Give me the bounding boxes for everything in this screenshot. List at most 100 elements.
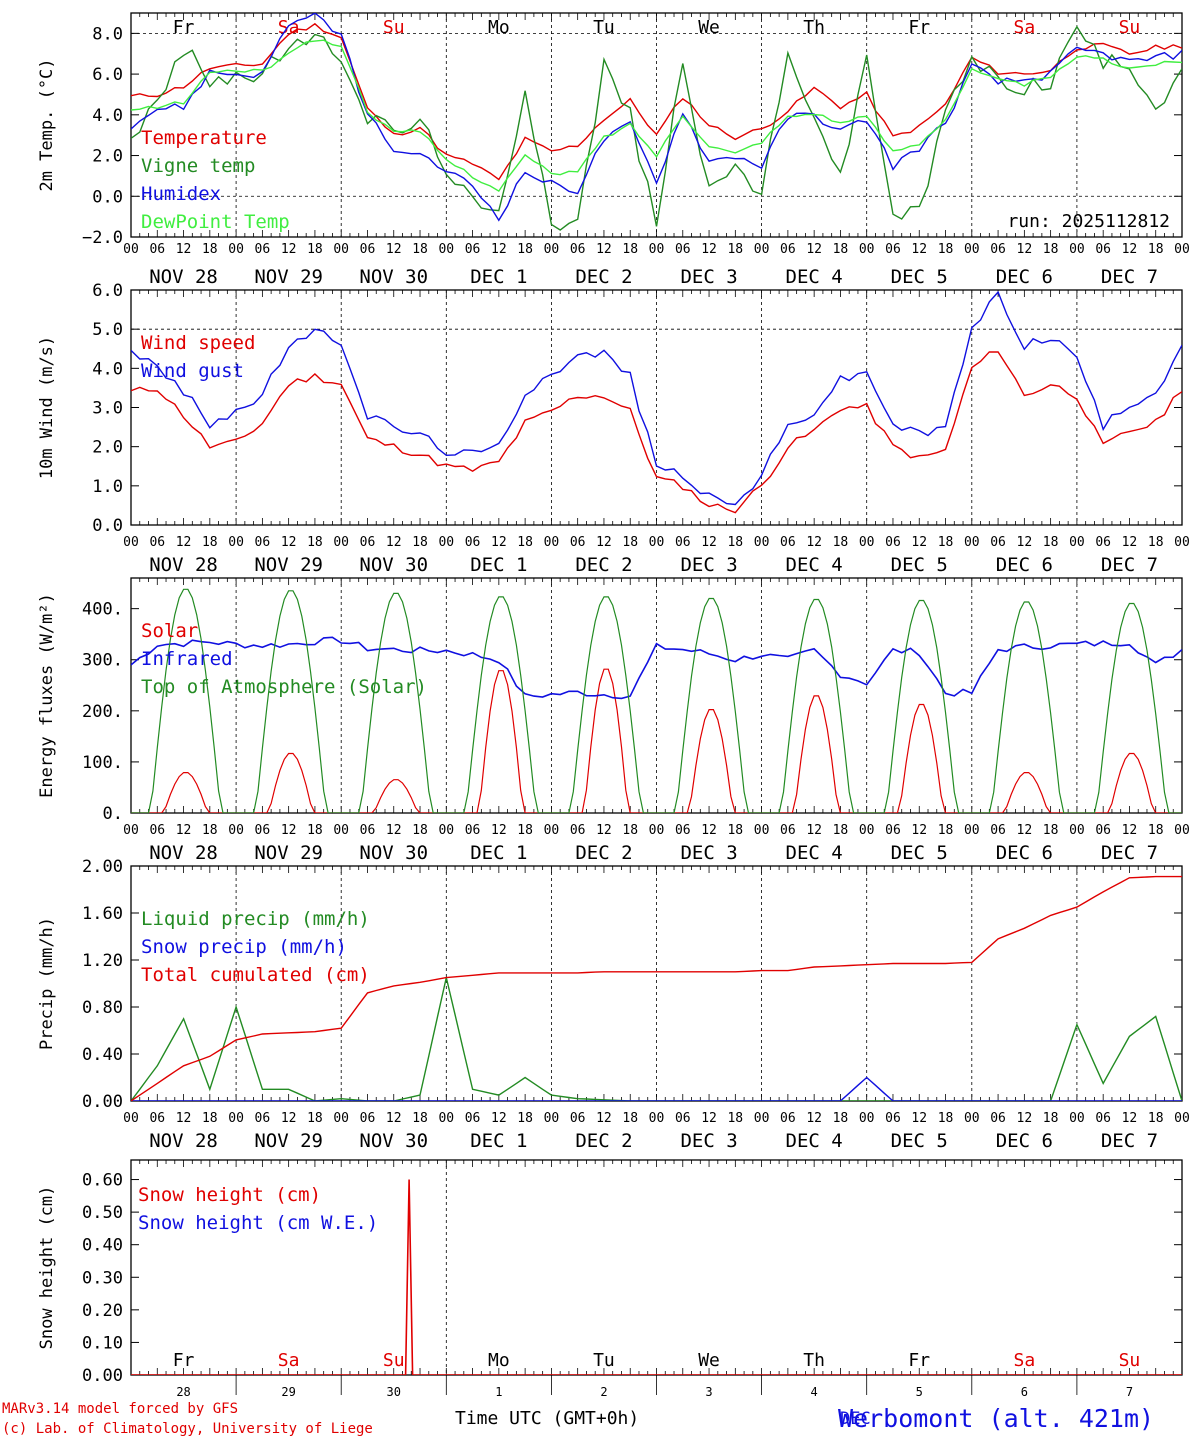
weekday-label: Fr (173, 1350, 195, 1371)
series-total-cumulated-cm- (131, 875, 1182, 1101)
x-hour-label: 12 (1122, 535, 1138, 550)
x-date-label: DEC 5 (891, 554, 948, 576)
x-date-label: NOV 30 (359, 842, 428, 864)
x-hour-label: 12 (176, 823, 192, 838)
x-date-label: DEC 1 (470, 554, 527, 576)
x-hour-label: 06 (360, 1111, 376, 1126)
y-tick-label: 1.20 (82, 951, 123, 971)
weekday-label: We (698, 17, 720, 38)
x-hour-label: 18 (938, 535, 954, 550)
y-tick-label: 2.00 (82, 857, 123, 877)
x-hour-label: 00 (123, 823, 139, 838)
weekday-label: Mo (488, 1350, 510, 1371)
x-date-label: DEC 2 (575, 554, 632, 576)
x-hour-label: 12 (1017, 535, 1033, 550)
x-hour-label: 00 (438, 1111, 454, 1126)
lab-credit: (c) Lab. of Climatology, University of L… (2, 1421, 373, 1437)
weekday-label: Sa (1014, 1350, 1036, 1371)
x-hour-label: 18 (1043, 823, 1059, 838)
x-hour-label: 00 (438, 823, 454, 838)
series-solar (131, 668, 1182, 813)
x-hour-label: 18 (1043, 242, 1059, 257)
x-hour-label: 12 (701, 1111, 717, 1126)
x-date-label: DEC 6 (996, 842, 1053, 864)
x-hour-label: 06 (149, 823, 165, 838)
x-date-label: DEC 5 (891, 842, 948, 864)
x-hour-label: 18 (1148, 1111, 1164, 1126)
y-tick-label: 6.0 (92, 65, 123, 85)
station-label: Werbomont (alt. 421m) (838, 1404, 1154, 1433)
x-hour-label: 06 (570, 535, 586, 550)
x-hour-label: 00 (1174, 823, 1190, 838)
x-hour-label: 18 (202, 823, 218, 838)
series-group (131, 290, 1182, 514)
series-group (131, 13, 1182, 231)
x-hour-label: 18 (938, 1111, 954, 1126)
y-tick-label: 1.0 (92, 477, 123, 497)
day-number: 2 (600, 1385, 607, 1399)
legend-liquid-precip-mm-h-: Liquid precip (mm/h) (141, 908, 370, 930)
x-hour-label: 12 (911, 535, 927, 550)
x-date-label: DEC 7 (1101, 1130, 1158, 1152)
x-hour-label: 18 (307, 1111, 323, 1126)
x-hour-label: 06 (675, 823, 691, 838)
x-hour-label: 12 (491, 535, 507, 550)
x-hour-label: 00 (123, 242, 139, 257)
x-hour-label: 06 (885, 242, 901, 257)
x-hour-label: 18 (938, 242, 954, 257)
x-hour-label: 12 (806, 823, 822, 838)
x-date-label: NOV 28 (149, 842, 218, 864)
x-hour-label: 00 (333, 242, 349, 257)
x-hour-label: 00 (123, 535, 139, 550)
x-hour-label: 00 (333, 1111, 349, 1126)
x-hour-label: 18 (412, 242, 428, 257)
x-hour-label: 12 (176, 242, 192, 257)
x-hour-label: 18 (833, 535, 849, 550)
x-hour-label: 18 (412, 535, 428, 550)
x-hour-label: 06 (465, 535, 481, 550)
legend-total-cumulated-cm-: Total cumulated (cm) (141, 964, 370, 986)
x-hour-label: 00 (859, 823, 875, 838)
x-date-label: DEC 2 (575, 266, 632, 288)
x-hour-label: 00 (964, 242, 980, 257)
legend-snow-height-cm-w-e-: Snow height (cm W.E.) (138, 1212, 378, 1234)
day-number: 7 (1126, 1385, 1133, 1399)
x-hour-label: 12 (806, 242, 822, 257)
model-credit: MARv3.14 model forced by GFS (2, 1401, 238, 1417)
legend-infrared: Infrared (141, 648, 233, 670)
x-hour-label: 00 (228, 242, 244, 257)
temperature-panel: −2.0 0.0 2.0 4.0 6.0 8.0 2m Temp. (°C) 00 06 12 18… (37, 12, 1190, 288)
x-hour-label: 00 (228, 535, 244, 550)
x-hour-label: 12 (806, 535, 822, 550)
y-tick-label: 400. (82, 600, 123, 620)
y-tick-label: 1.60 (82, 904, 123, 924)
weekday-label: Fr (908, 1350, 930, 1371)
x-hour-label: 18 (307, 242, 323, 257)
x-hour-label: 06 (360, 242, 376, 257)
x-hour-label: 18 (727, 1111, 743, 1126)
x-hour-label: 00 (1174, 242, 1190, 257)
series-top-of-atmosphere-solar- (131, 588, 1182, 813)
x-hour-label: 06 (255, 1111, 271, 1126)
x-hour-label: 00 (1069, 823, 1085, 838)
legend-temperature: Temperature (141, 127, 267, 149)
x-hour-label: 18 (622, 242, 638, 257)
x-hour-label: 00 (1174, 1111, 1190, 1126)
energy-panel: 0. 100. 200. 300. 400. Energy fluxes (W/m²) 00… (37, 577, 1190, 864)
x-hour-label: 12 (281, 823, 297, 838)
day-number: 28 (176, 1385, 190, 1399)
weekday-label: Su (383, 1350, 405, 1371)
x-hour-label: 12 (1017, 242, 1033, 257)
x-date-label: DEC 6 (996, 1130, 1053, 1152)
x-hour-label: 00 (649, 535, 665, 550)
x-hour-label: 12 (911, 1111, 927, 1126)
x-hour-label: 18 (307, 535, 323, 550)
x-hour-label: 00 (544, 823, 560, 838)
day-number: 30 (387, 1385, 401, 1399)
y-tick-label: 100. (82, 753, 123, 773)
x-hour-label: 18 (727, 823, 743, 838)
y-tick-label: 0.10 (82, 1333, 123, 1353)
legend-top-of-atmosphere-solar-: Top of Atmosphere (Solar) (141, 676, 427, 698)
x-date-label: DEC 3 (680, 1130, 737, 1152)
x-hour-label: 18 (727, 535, 743, 550)
